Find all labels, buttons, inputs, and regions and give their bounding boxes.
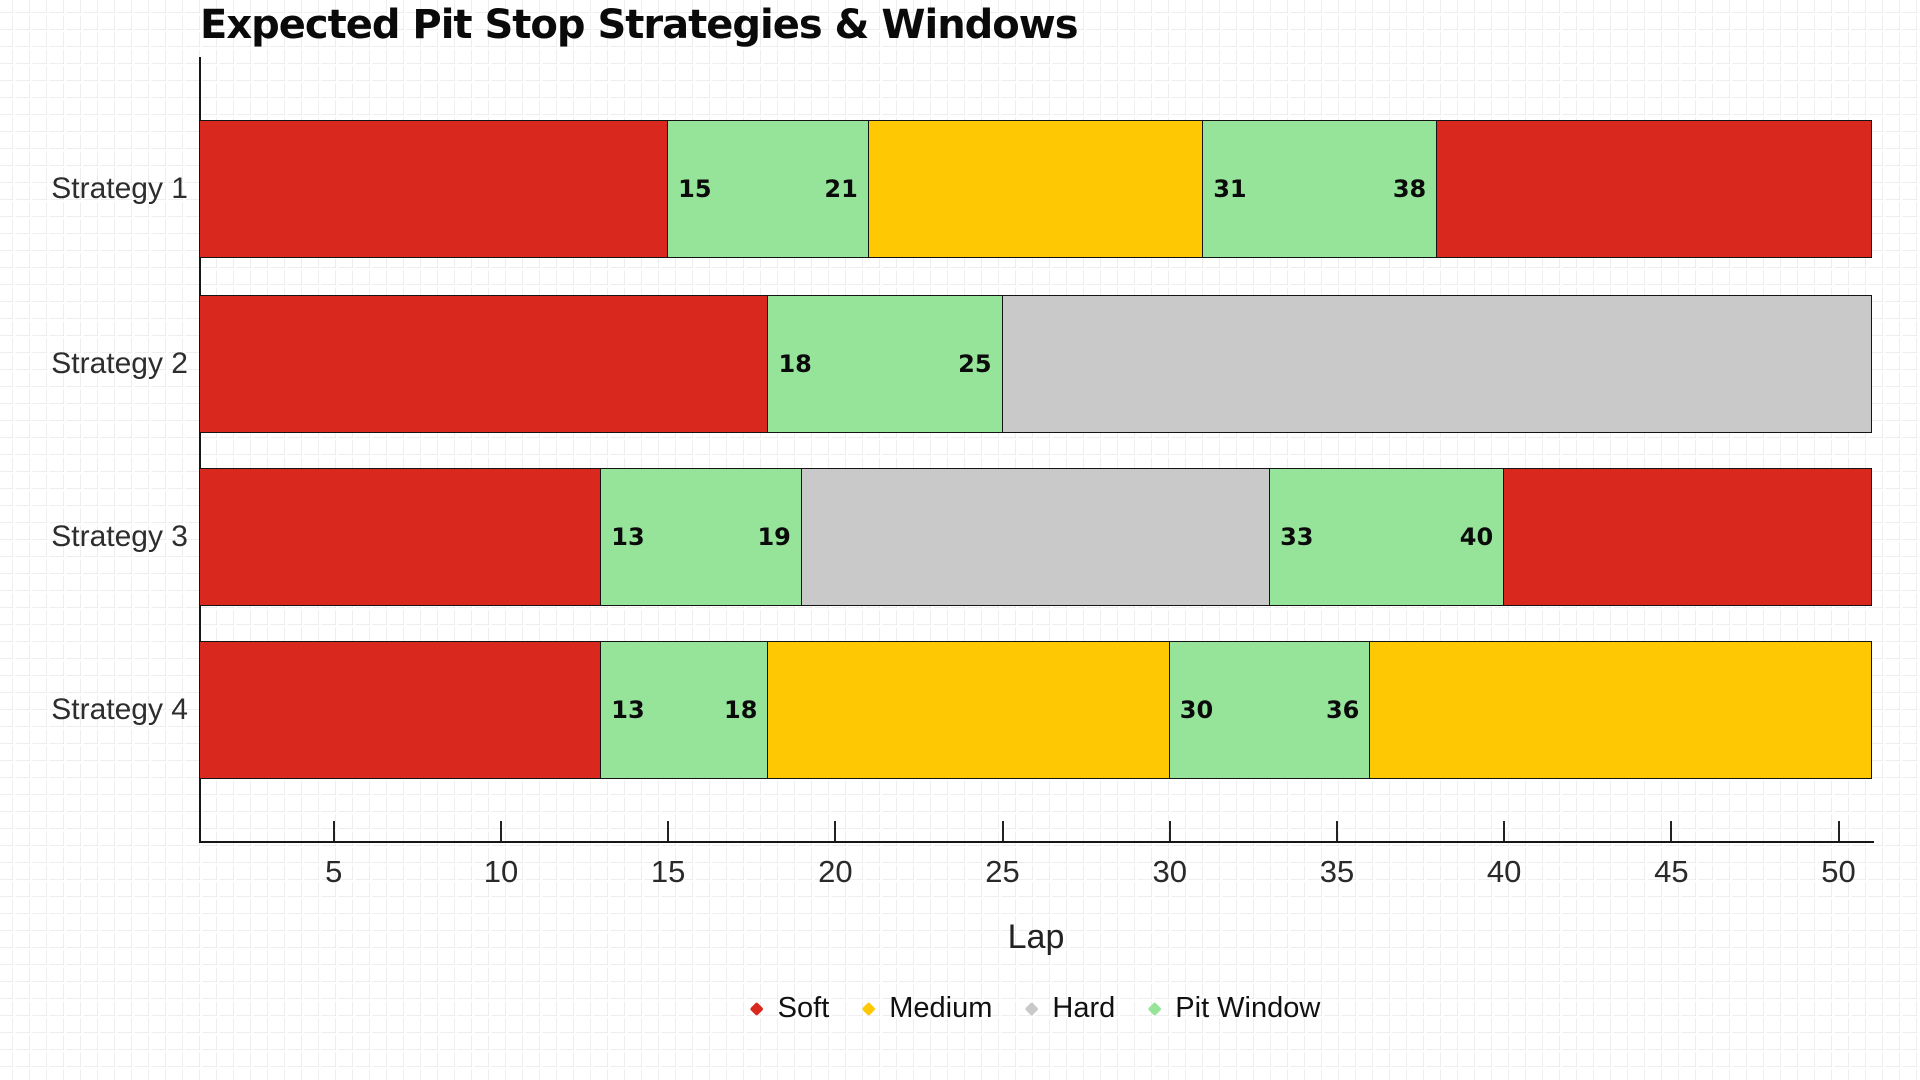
y-axis-spine <box>199 57 201 842</box>
pit-window-lap-label: 13 <box>611 523 645 551</box>
legend-marker-icon <box>1024 1001 1039 1016</box>
x-tick-mark <box>332 821 335 841</box>
legend-item: Medium <box>861 992 993 1025</box>
pit-window-lap-label: 18 <box>778 350 812 378</box>
category-label: Strategy 2 <box>51 347 188 380</box>
x-tick-label: 25 <box>985 854 1020 889</box>
legend-label: Soft <box>777 992 830 1024</box>
x-tick-mark <box>834 821 837 841</box>
bar-segment-pit-window: 33 40 <box>1269 468 1505 606</box>
x-axis-title: Lap <box>1007 918 1065 956</box>
pit-window-lap-label: 15 <box>678 175 712 203</box>
bar-segment-medium <box>867 120 1204 258</box>
bar-segment-soft <box>1503 468 1872 606</box>
x-tick-mark <box>667 821 670 841</box>
x-axis-spine <box>199 841 1874 843</box>
bar-segment-soft <box>199 295 769 433</box>
pit-window-lap-label: 36 <box>1325 696 1360 724</box>
x-tick-mark <box>1670 821 1673 841</box>
bar-segment-hard <box>800 468 1271 606</box>
pit-window-lap-label: 31 <box>1213 175 1247 203</box>
pit-window-lap-label: 25 <box>958 350 992 378</box>
legend-item: Pit Window <box>1147 992 1321 1025</box>
legend-label: Pit Window <box>1175 992 1321 1024</box>
category-label: Strategy 1 <box>51 172 188 205</box>
x-tick-label: 30 <box>1152 854 1187 889</box>
legend-label: Hard <box>1052 992 1116 1024</box>
bar-segment-medium <box>1369 641 1872 779</box>
legend-marker-icon <box>861 1001 876 1016</box>
x-tick-mark <box>1335 821 1338 841</box>
pit-window-lap-label: 13 <box>611 696 645 724</box>
bar-segment-soft <box>1436 120 1872 258</box>
bar-segment-pit-window: 18 25 <box>767 295 1003 433</box>
legend-marker-icon <box>1147 1001 1162 1016</box>
chart-title: Expected Pit Stop Strategies & Windows <box>200 2 1079 48</box>
pit-window-lap-label: 18 <box>724 696 758 724</box>
bar-segment-pit-window: 13 18 <box>600 641 769 779</box>
x-tick-label: 5 <box>325 854 343 889</box>
legend-item: Soft <box>749 992 830 1025</box>
bar-segment-pit-window: 31 38 <box>1202 120 1438 258</box>
x-tick-mark <box>499 821 502 841</box>
bar-segment-soft <box>199 641 602 779</box>
x-tick-label: 45 <box>1654 854 1689 889</box>
pit-window-lap-label: 30 <box>1179 696 1214 724</box>
x-tick-label: 35 <box>1319 854 1355 889</box>
category-label: Strategy 4 <box>51 693 188 726</box>
x-tick-mark <box>1837 821 1840 841</box>
strategy-bar: 15 21 31 38 <box>0 120 1920 258</box>
bar-segment-pit-window: 30 36 <box>1168 641 1371 779</box>
x-tick-label: 20 <box>818 854 853 889</box>
pit-window-lap-label: 33 <box>1280 523 1314 551</box>
strategy-bar: 13 19 33 40 <box>0 468 1920 606</box>
x-tick-label: 10 <box>483 854 519 889</box>
pit-window-lap-label: 40 <box>1459 523 1494 551</box>
pit-window-lap-label: 38 <box>1392 175 1427 203</box>
legend-marker-icon <box>749 1001 764 1016</box>
legend-item: Hard <box>1024 992 1116 1025</box>
bar-segment-medium <box>767 641 1170 779</box>
x-tick-label: 50 <box>1821 854 1856 889</box>
bar-segment-soft <box>199 468 602 606</box>
pit-window-lap-label: 21 <box>824 175 858 203</box>
bar-segment-hard <box>1001 295 1872 433</box>
bar-segment-pit-window: 13 19 <box>600 468 802 606</box>
x-tick-mark <box>1168 821 1171 841</box>
legend: Soft Medium Hard Pit Window <box>749 992 1321 1025</box>
strategy-bar: 13 18 30 36 <box>0 641 1920 779</box>
strategy-bar: 18 25 <box>0 295 1920 433</box>
pit-window-lap-label: 19 <box>757 523 791 551</box>
bar-segment-pit-window: 15 21 <box>667 120 869 258</box>
x-tick-mark <box>1001 821 1004 841</box>
x-tick-label: 40 <box>1486 854 1522 889</box>
category-label: Strategy 3 <box>51 520 188 553</box>
bar-segment-soft <box>199 120 669 258</box>
x-tick-label: 15 <box>650 854 686 889</box>
x-tick-mark <box>1503 821 1506 841</box>
legend-label: Medium <box>889 992 993 1024</box>
